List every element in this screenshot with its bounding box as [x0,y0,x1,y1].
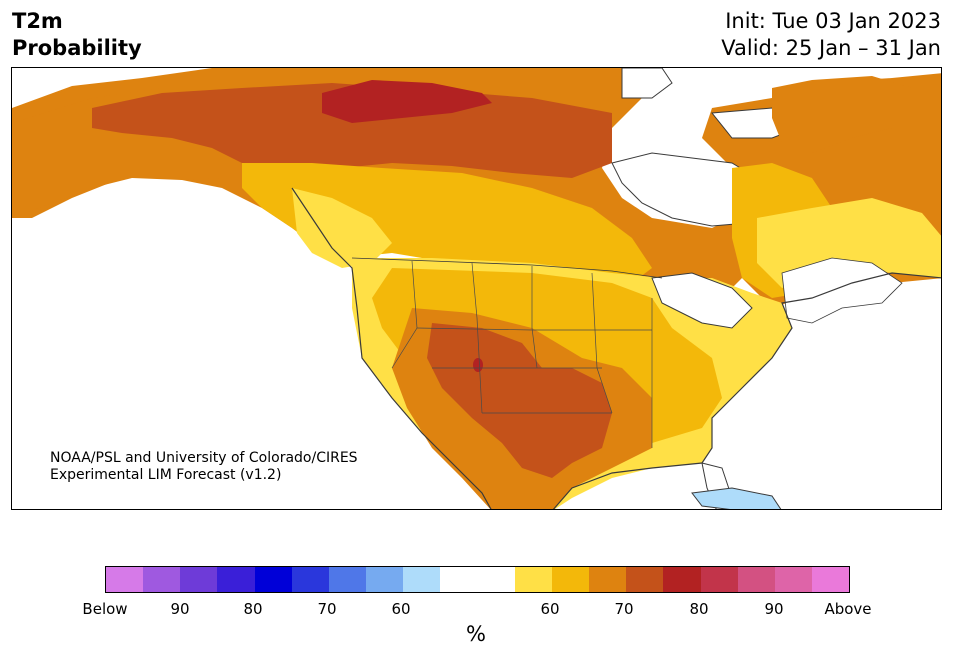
arctic-water [621,68,673,99]
colorbar-segment [180,567,218,592]
probability-map-graphic [12,68,941,509]
credit-line-1: NOAA/PSL and University of Colorado/CIRE… [50,450,358,466]
probability-colorbar [105,566,850,593]
colorbar-tick-label: 80 [689,600,709,618]
colorbar-segment [700,567,738,592]
zone-80-colorado [473,358,483,372]
valid-range: Valid: 25 Jan – 31 Jan [721,36,941,60]
colorbar-tick-label: 70 [317,600,337,618]
colorbar-tick-label: 80 [243,600,263,618]
border-us-canada [351,257,663,279]
zone-light-quebec [757,198,941,288]
colorbar-segment [106,567,144,592]
colorbar-tick-label: Above [824,600,872,618]
colorbar-segment [551,567,590,592]
colorbar-segment [217,567,255,592]
land-cuba [691,487,782,509]
state-borders [391,260,653,448]
colorbar-segment [291,567,329,592]
zone-70-labrador [772,76,912,153]
colorbar-tick-label: 60 [391,600,411,618]
forecast-dates: Init: Tue 03 Jan 2023 Valid: 25 Jan – 31… [721,8,941,62]
colorbar-segment [626,567,664,592]
colorbar-segment [328,567,367,592]
colorbar-tick-label: 90 [764,600,784,618]
great-lakes [651,272,753,329]
colorbar-segment [403,567,441,592]
map-title: T2m Probability [12,8,142,62]
colorbar-segment [366,567,404,592]
init-date: Init: Tue 03 Jan 2023 [725,9,941,33]
zone-white-northeast [781,257,903,324]
colorbar-tick-label: 70 [614,600,634,618]
zone-light-bc [292,188,392,268]
colorbar-segment [143,567,181,592]
forecast-map: NOAA/PSL and University of Colorado/CIRE… [11,67,942,510]
colorbar-segment [663,567,701,592]
title-type: Probability [12,36,142,60]
colorbar-segment [514,567,552,592]
colorbar-segment [477,567,515,592]
zone-70-north [92,83,612,178]
colorbar-tick-label: Below [82,600,128,618]
colorbar-segment [774,567,812,592]
coastline-west [291,187,492,509]
colorbar-segment [737,567,775,592]
colorbar-segment [254,567,292,592]
map-credit: NOAA/PSL and University of Colorado/CIRE… [50,450,358,484]
coastline-gulf [552,272,941,509]
colorbar-tick-label: 90 [170,600,190,618]
credit-line-2: Experimental LIM Forecast (v1.2) [50,467,282,483]
colorbar-segment [440,567,478,592]
zone-75-southwest [427,323,612,478]
zone-80-north [322,80,492,123]
title-variable: T2m [12,9,63,33]
colorbar-tick-label: 60 [540,600,560,618]
colorbar-segment [811,567,850,592]
colorbar-unit: % [466,622,486,646]
colorbar-segment [589,567,627,592]
